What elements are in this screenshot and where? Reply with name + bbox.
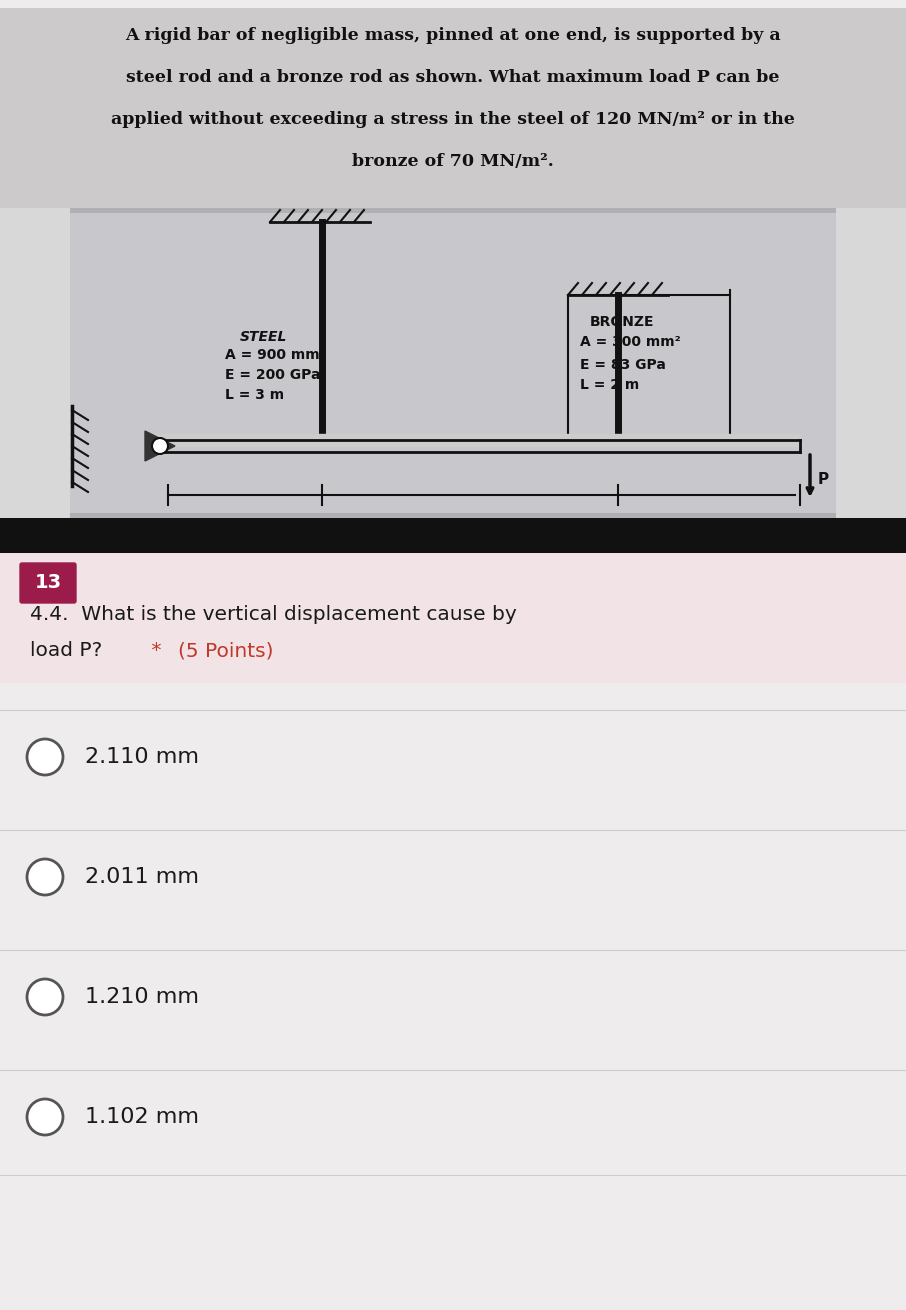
Text: load P?: load P? xyxy=(30,642,102,660)
FancyBboxPatch shape xyxy=(20,563,76,603)
Text: 4.4.  What is the vertical displacement cause by: 4.4. What is the vertical displacement c… xyxy=(30,605,516,625)
Text: 2.011 mm: 2.011 mm xyxy=(85,867,199,887)
Text: L = 2 m: L = 2 m xyxy=(580,379,640,392)
Text: 13: 13 xyxy=(34,574,62,592)
Text: L = 3 m: L = 3 m xyxy=(225,388,284,402)
Bar xyxy=(0,8,906,208)
Text: (5 Points): (5 Points) xyxy=(178,642,274,660)
Bar xyxy=(148,434,800,445)
Text: STEEL: STEEL xyxy=(240,330,287,345)
Text: BRONZE: BRONZE xyxy=(590,314,654,329)
Text: P: P xyxy=(818,473,829,487)
Bar xyxy=(0,517,906,553)
Text: bronze of 70 MN/m².: bronze of 70 MN/m². xyxy=(352,153,554,170)
Circle shape xyxy=(27,859,63,895)
Bar xyxy=(70,214,836,514)
Bar xyxy=(836,208,906,517)
Circle shape xyxy=(27,1099,63,1134)
Text: applied without exceeding a stress in the steel of 120 MN/m² or in the: applied without exceeding a stress in th… xyxy=(111,111,795,128)
Text: 1.5 m: 1.5 m xyxy=(687,517,731,531)
Text: E = 83 GPa: E = 83 GPa xyxy=(580,358,666,372)
Text: steel rod and a bronze rod as shown. What maximum load P can be: steel rod and a bronze rod as shown. Wha… xyxy=(126,69,780,86)
Text: A = 300 mm²: A = 300 mm² xyxy=(580,335,680,348)
Circle shape xyxy=(27,739,63,776)
Circle shape xyxy=(152,438,168,455)
Text: 2.5 m: 2.5 m xyxy=(223,517,267,531)
Text: *: * xyxy=(145,642,168,660)
Bar xyxy=(0,553,906,683)
Text: 2.110 mm: 2.110 mm xyxy=(85,747,199,766)
Text: 1.102 mm: 1.102 mm xyxy=(85,1107,199,1127)
Text: A = 900 mm²: A = 900 mm² xyxy=(225,348,325,362)
Bar xyxy=(0,208,70,517)
Text: E = 200 GPa: E = 200 GPa xyxy=(225,368,321,383)
Text: 3.5 m: 3.5 m xyxy=(448,517,492,531)
Text: 1.210 mm: 1.210 mm xyxy=(85,986,199,1007)
Text: A rigid bar of negligible mass, pinned at one end, is supported by a: A rigid bar of negligible mass, pinned a… xyxy=(125,28,781,45)
Polygon shape xyxy=(145,431,175,461)
Circle shape xyxy=(27,979,63,1015)
Bar xyxy=(0,208,906,517)
